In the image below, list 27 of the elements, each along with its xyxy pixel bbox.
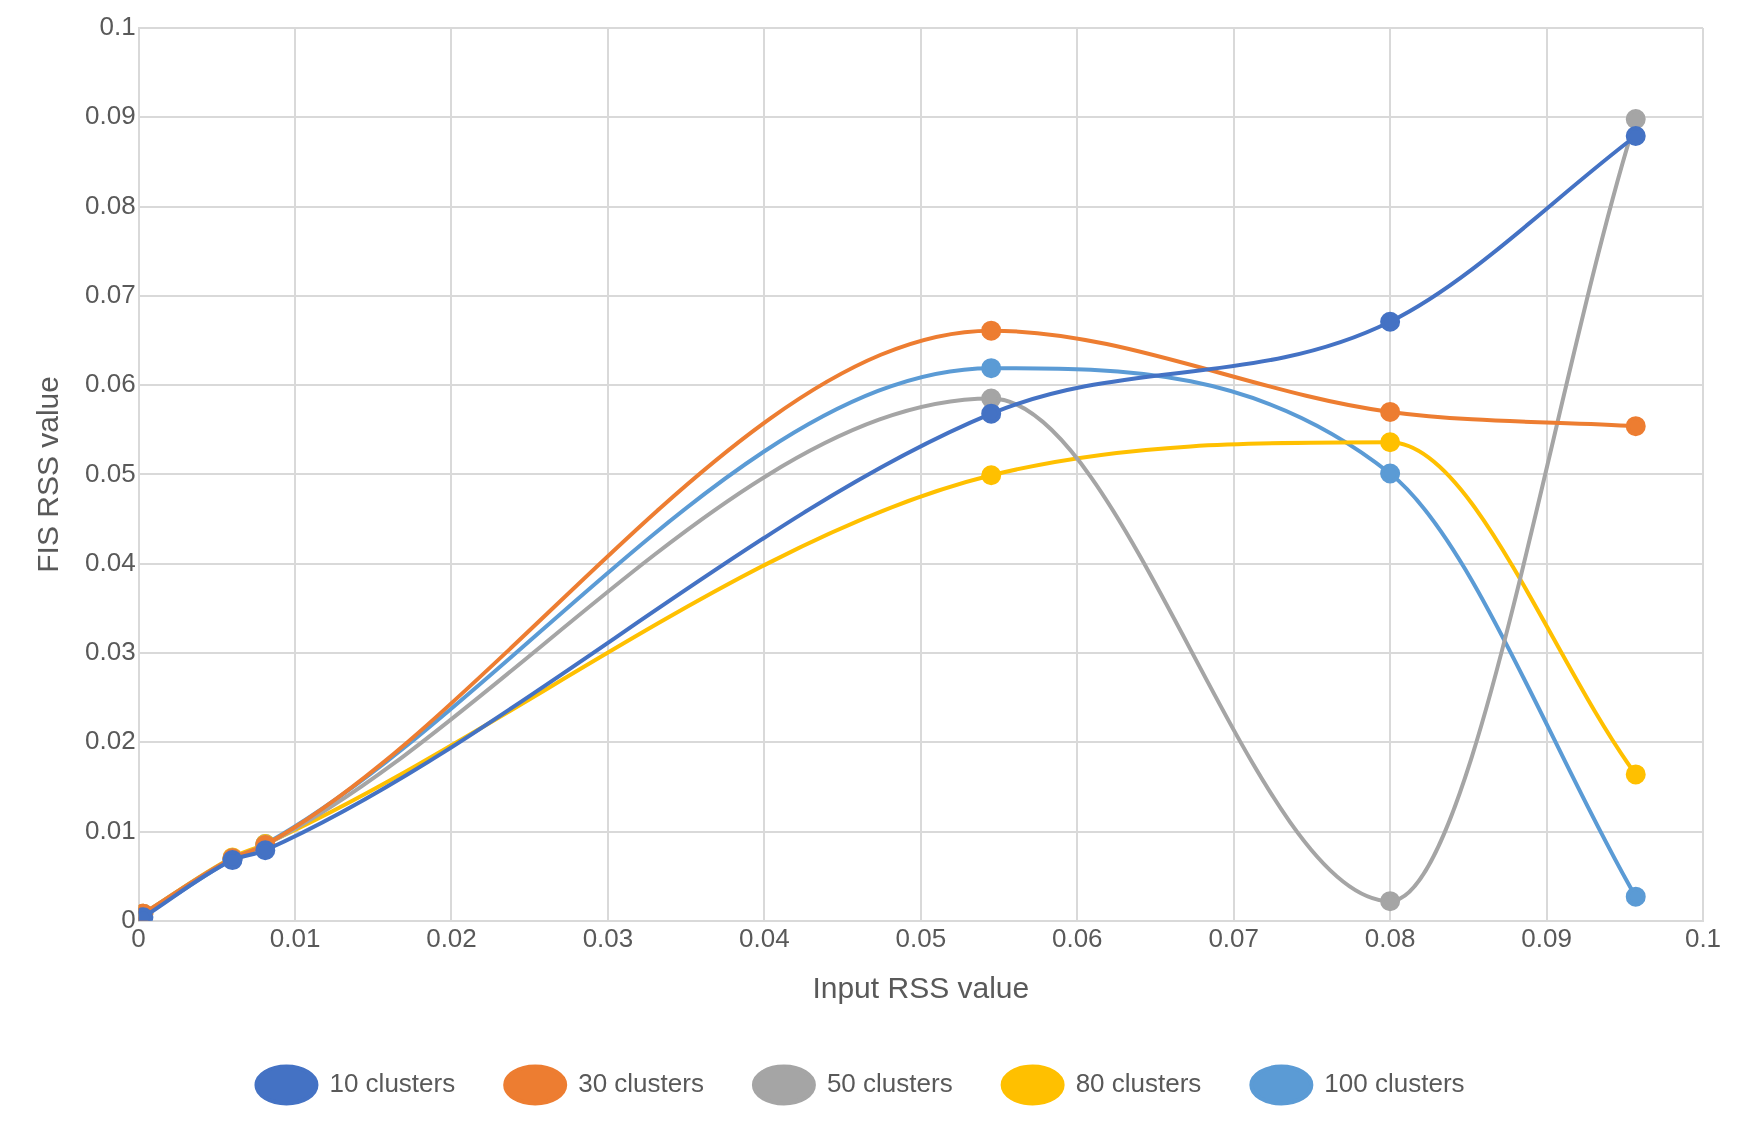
y-tick-label: 0.07 (84, 279, 136, 310)
y-tick-label: 0.02 (84, 725, 136, 756)
x-tick-label: 0.02 (426, 922, 477, 953)
y-axis-title: FIS RSS value (31, 376, 65, 573)
x-tick-label: 0.03 (582, 922, 634, 953)
x-tick-label: 0.05 (895, 922, 947, 953)
y-tick-label: 0.1 (99, 11, 136, 42)
x-axis-title: Input RSS value (812, 971, 1030, 1005)
x-tick-label: 0.06 (1051, 922, 1103, 953)
legend-label: 80 clusters (1075, 1068, 1202, 1099)
x-tick-label: 0.08 (1364, 922, 1416, 953)
legend-label: 30 clusters (578, 1068, 704, 1099)
y-tick-label: 0.04 (84, 546, 136, 577)
x-tick-label: 0.07 (1208, 922, 1259, 953)
x-tick-label: 0.04 (739, 922, 790, 953)
legend-label: 10 clusters (329, 1068, 456, 1099)
y-tick-label: 0.05 (84, 457, 136, 488)
x-tick-label: 0.1 (1684, 922, 1722, 953)
y-tick-label: 0.01 (84, 814, 136, 845)
legend-label: 50 clusters (826, 1068, 953, 1099)
y-tick-label: 0.03 (84, 636, 136, 667)
y-tick-label: 0.09 (84, 100, 136, 131)
y-tick-label: 0.08 (84, 189, 136, 220)
x-tick-label: 0.09 (1521, 922, 1572, 953)
y-tick-label: 0.06 (84, 368, 136, 399)
x-tick-label: 0.01 (269, 922, 321, 953)
legend-label: 100 clusters (1324, 1068, 1465, 1099)
